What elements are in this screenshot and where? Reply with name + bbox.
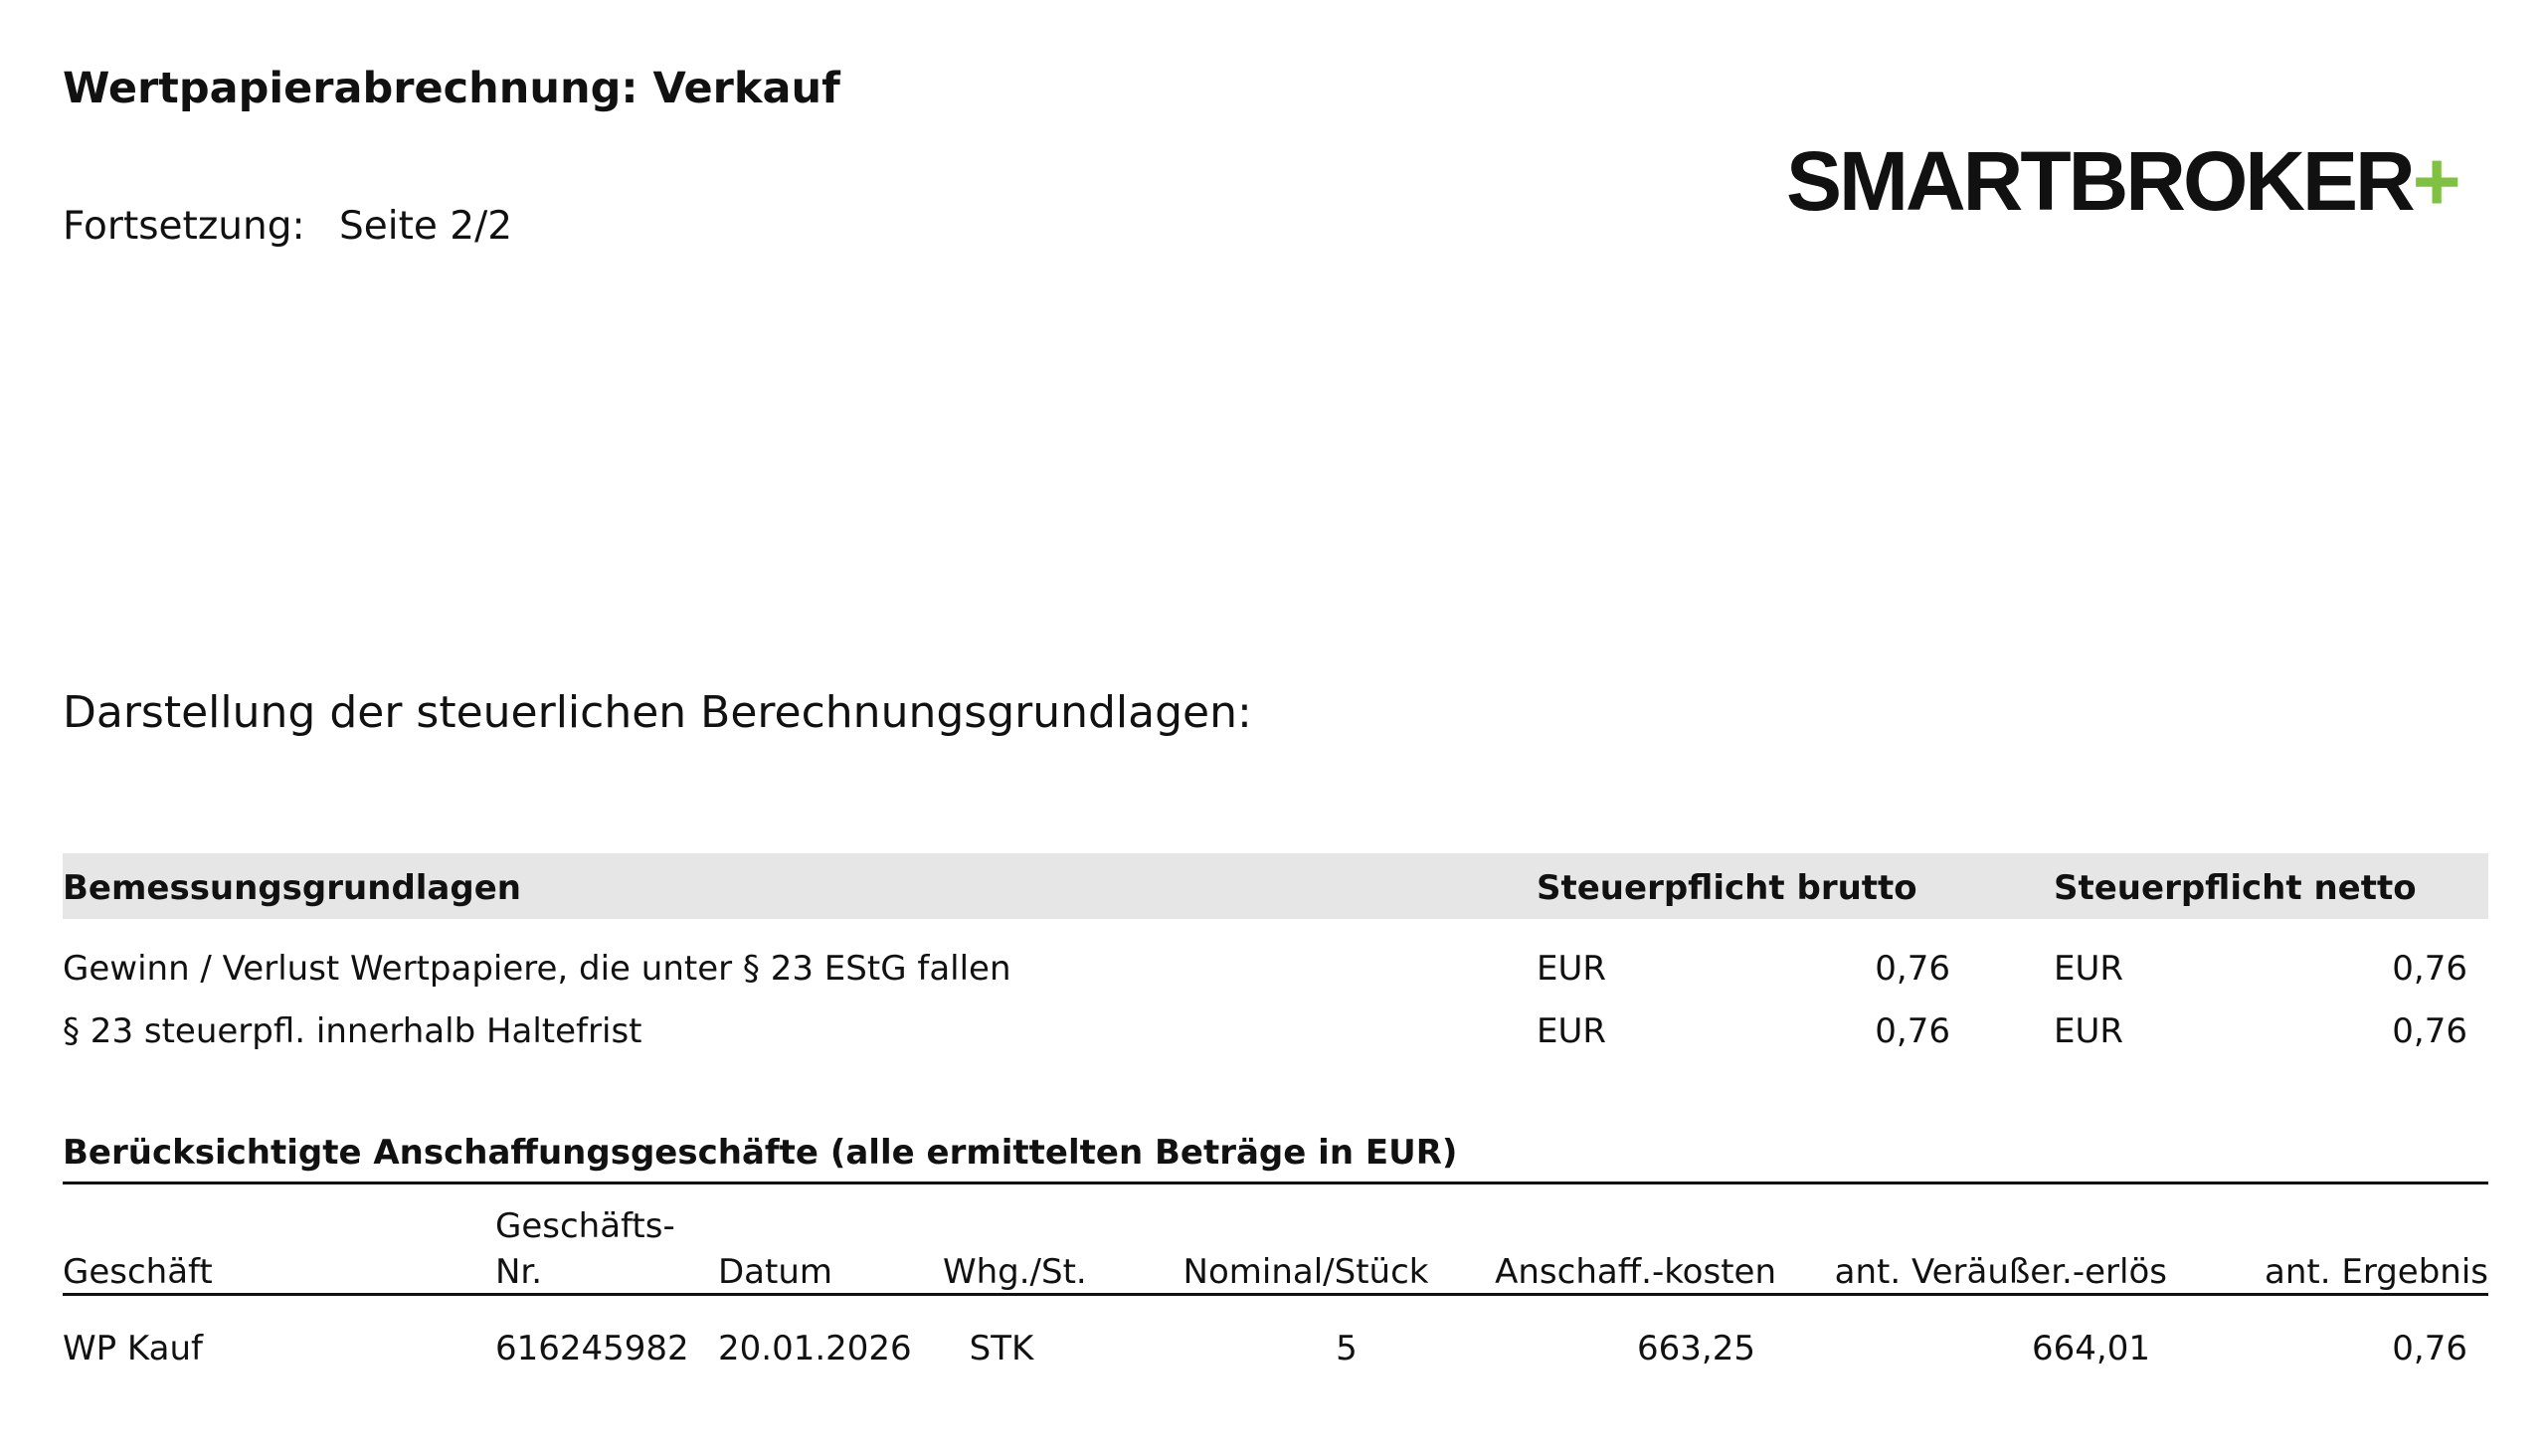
cell: 20.01.2026 <box>718 1329 912 1368</box>
cell: 0,76 <box>1875 1011 1950 1051</box>
column-header: ant. Veräußer.-erlös <box>1834 1252 2167 1292</box>
column-header: Bemessungsgrundlagen <box>63 868 521 908</box>
continuation-label: Fortsetzung: <box>63 204 305 249</box>
column-header: Nominal/Stück <box>1182 1252 1429 1292</box>
cell: 0,76 <box>2392 949 2467 989</box>
cell: 0,76 <box>2392 1329 2467 1368</box>
column-header: Datum <box>718 1252 833 1292</box>
cell: 616245982 <box>495 1329 689 1368</box>
column-header: Anschaff.-kosten <box>1495 1252 1776 1292</box>
cell: EUR <box>2054 949 2123 989</box>
rule <box>63 1293 2488 1296</box>
cell: EUR <box>2054 1011 2123 1051</box>
cell: WP Kauf <box>63 1329 203 1368</box>
section-title: Darstellung der steuerlichen Berechnungs… <box>63 687 1252 738</box>
column-header: ant. Ergebnis <box>2265 1252 2488 1292</box>
page-number: Seite 2/2 <box>339 204 513 249</box>
logo-plus: + <box>2412 134 2461 228</box>
cell: Gewinn / Verlust Wertpapiere, die unter … <box>63 949 1011 989</box>
cell: 0,76 <box>2392 1011 2467 1051</box>
cell: 5 <box>1336 1329 1358 1368</box>
table-header-bar <box>63 853 2488 919</box>
logo-text: SMARTBROKER <box>1786 134 2416 228</box>
logo: SMARTBROKER+ <box>1786 139 2461 223</box>
cell: EUR <box>1537 949 1606 989</box>
cell: § 23 steuerpfl. innerhalb Haltefrist <box>63 1011 642 1051</box>
cell: 664,01 <box>2032 1329 2150 1368</box>
column-header: Geschäft <box>63 1252 213 1292</box>
cell: 663,25 <box>1637 1329 1755 1368</box>
title: Wertpapierabrechnung: Verkauf <box>63 64 840 113</box>
column-header: Whg./St. <box>943 1252 1087 1292</box>
column-header: Steuerpflicht brutto <box>1537 868 1917 908</box>
rule <box>63 1182 2488 1184</box>
column-header: Steuerpflicht netto <box>2054 868 2417 908</box>
cell: STK <box>969 1329 1034 1368</box>
acquisitions-title: Berücksichtigte Anschaffungsgeschäfte (a… <box>63 1133 1458 1173</box>
cell: 0,76 <box>1875 949 1950 989</box>
column-header: Geschäfts- Nr. <box>495 1206 675 1292</box>
cell: EUR <box>1537 1011 1606 1051</box>
